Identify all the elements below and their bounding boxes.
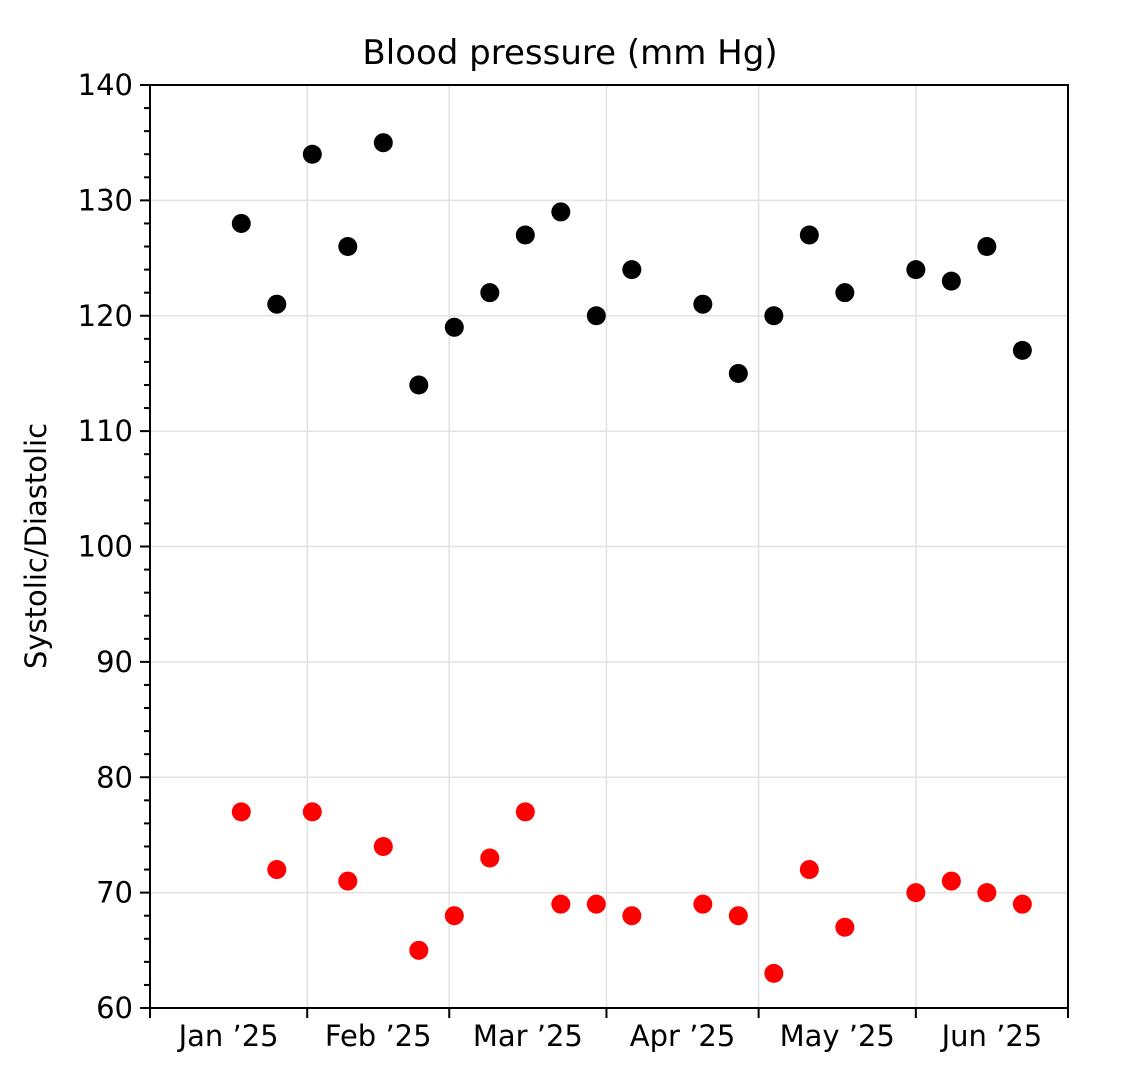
point-diastolic: [835, 917, 855, 937]
point-systolic: [764, 306, 784, 326]
point-systolic: [799, 225, 819, 245]
y-axis-label: Systolic/Diastolic: [19, 423, 53, 669]
y-tick-labels: 60 70 80 90 100 110 120 130 140: [78, 68, 133, 1025]
point-systolic: [835, 283, 855, 303]
point-systolic: [373, 133, 393, 153]
point-systolic: [622, 260, 642, 280]
point-diastolic: [373, 836, 393, 856]
point-systolic: [267, 294, 287, 314]
point-diastolic: [941, 871, 961, 891]
y-tick-label: 120: [78, 299, 133, 333]
y-tick-label: 130: [78, 183, 133, 217]
x-tick-label: Jan ’25: [177, 1019, 279, 1053]
axis-ticks: [140, 84, 1069, 1018]
chart-title: Blood pressure (mm Hg): [362, 33, 777, 73]
y-tick-label: 110: [78, 414, 133, 448]
point-diastolic: [480, 848, 500, 868]
point-diastolic: [693, 894, 713, 914]
point-diastolic: [267, 860, 287, 880]
point-systolic: [338, 237, 358, 257]
plot-frame: [149, 84, 1069, 1009]
point-systolic: [941, 271, 961, 291]
point-diastolic: [622, 906, 642, 926]
y-tick-label: 140: [78, 68, 133, 102]
point-systolic: [906, 260, 926, 280]
point-systolic: [693, 294, 713, 314]
point-diastolic: [728, 906, 748, 926]
point-diastolic: [444, 906, 464, 926]
data-points: [231, 133, 1032, 983]
point-diastolic: [764, 963, 784, 983]
point-diastolic: [409, 940, 429, 960]
point-diastolic: [338, 871, 358, 891]
x-tick-label: May ’25: [780, 1019, 895, 1053]
point-systolic: [977, 237, 997, 257]
point-systolic: [515, 225, 535, 245]
y-tick-label: 90: [96, 645, 133, 679]
y-tick-label: 70: [96, 876, 133, 910]
x-tick-label: Mar ’25: [473, 1019, 583, 1053]
point-diastolic: [1012, 894, 1032, 914]
point-systolic: [480, 283, 500, 303]
y-tick-label: 60: [96, 991, 133, 1025]
point-diastolic: [551, 894, 571, 914]
point-diastolic: [586, 894, 606, 914]
point-systolic: [302, 144, 322, 164]
point-systolic: [409, 375, 429, 395]
point-systolic: [444, 317, 464, 337]
x-tick-label: Apr ’25: [630, 1019, 736, 1053]
point-systolic: [1012, 340, 1032, 360]
point-systolic: [586, 306, 606, 326]
point-diastolic: [977, 883, 997, 903]
point-diastolic: [906, 883, 926, 903]
point-systolic: [231, 213, 251, 233]
point-diastolic: [231, 802, 251, 822]
y-tick-label: 80: [96, 760, 133, 794]
axes-frame: [149, 84, 1069, 1009]
point-systolic: [551, 202, 571, 222]
x-tick-labels: Jan ’25 Feb ’25 Mar ’25 Apr ’25 May ’25 Jun ’…: [177, 1019, 1043, 1053]
point-systolic: [728, 363, 748, 383]
x-tick-label: Jun ’25: [940, 1019, 1043, 1053]
point-diastolic: [302, 802, 322, 822]
gridlines: [150, 85, 1068, 1008]
point-diastolic: [515, 802, 535, 822]
y-tick-label: 100: [78, 530, 133, 564]
x-tick-label: Feb ’25: [325, 1019, 432, 1053]
point-diastolic: [799, 860, 819, 880]
